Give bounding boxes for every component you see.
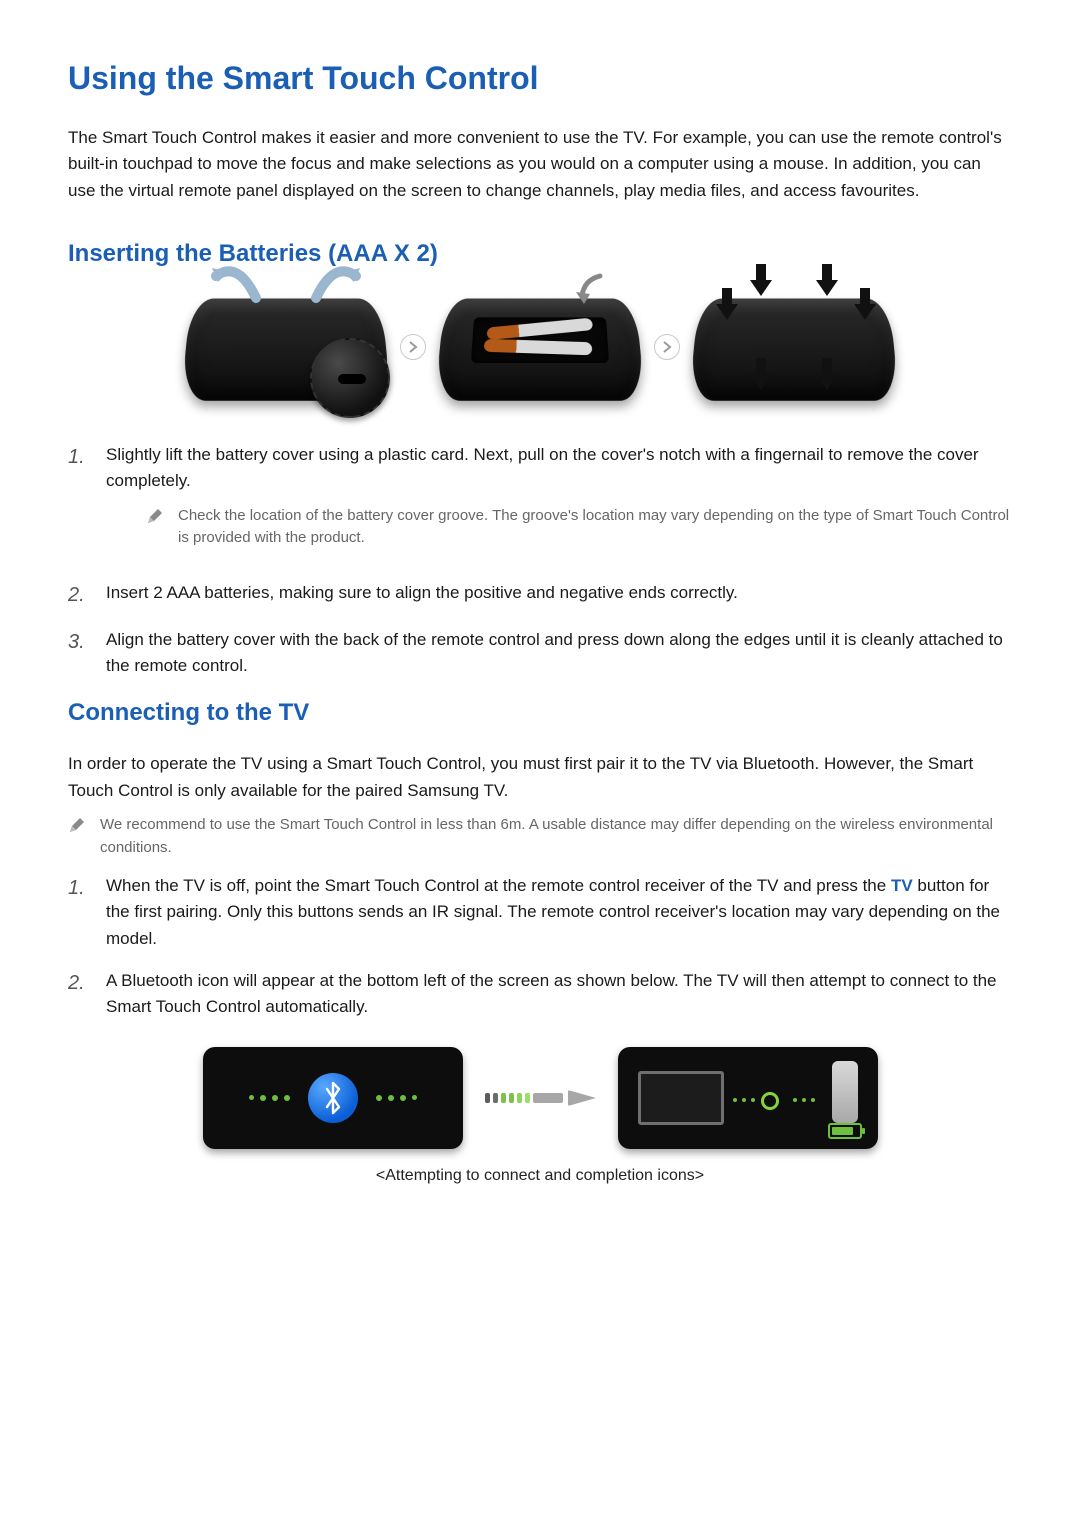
list-item: 3. Align the battery cover with the back… <box>68 627 1012 680</box>
zoom-notch-icon <box>310 338 390 418</box>
press-down-arrow-icon <box>750 356 772 392</box>
list-item: 2. Insert 2 AAA batteries, making sure t… <box>68 580 1012 611</box>
insert-arrow-icon <box>570 270 610 310</box>
figure-press-cover <box>694 292 894 402</box>
lift-arrow-right-icon <box>306 254 366 314</box>
note: We recommend to use the Smart Touch Cont… <box>68 814 1012 859</box>
press-down-arrow-icon <box>716 286 738 322</box>
step-number: 1. <box>68 873 88 952</box>
signal-dots-icon <box>249 1095 290 1101</box>
press-down-arrow-icon <box>816 262 838 298</box>
note: Check the location of the battery cover … <box>146 505 1012 550</box>
note-pencil-icon <box>146 507 164 525</box>
tv-icon <box>638 1071 724 1125</box>
step-number: 2. <box>68 968 88 1021</box>
connecting-steps-list: 1. When the TV is off, point the Smart T… <box>68 873 1012 1021</box>
lift-arrow-left-icon <box>206 254 266 314</box>
figure-caption: <Attempting to connect and completion ic… <box>68 1167 1012 1185</box>
figure-lift-cover <box>186 292 386 402</box>
press-down-arrow-icon <box>750 262 772 298</box>
bluetooth-figure-row <box>68 1047 1012 1149</box>
tv-button-label: TV <box>891 876 913 895</box>
battery-level-icon <box>828 1123 862 1139</box>
step-text-pre: When the TV is off, point the Smart Touc… <box>106 876 891 895</box>
press-down-arrow-icon <box>816 356 838 392</box>
list-item: 1. When the TV is off, point the Smart T… <box>68 873 1012 952</box>
note-pencil-icon <box>68 816 86 834</box>
chevron-separator-icon <box>654 334 680 360</box>
battery-figure-row <box>68 292 1012 402</box>
progress-arrow-icon <box>485 1090 596 1106</box>
signal-dots-icon <box>376 1095 417 1101</box>
pairing-led-icon <box>761 1092 779 1110</box>
page-title: Using the Smart Touch Control <box>68 60 1012 97</box>
chevron-separator-icon <box>400 334 426 360</box>
bluetooth-attempt-panel <box>203 1047 463 1149</box>
note-text: Check the location of the battery cover … <box>178 505 1012 550</box>
remote-icon <box>832 1061 858 1123</box>
list-item: 2. A Bluetooth icon will appear at the b… <box>68 968 1012 1021</box>
battery-steps-list: 1. Slightly lift the battery cover using… <box>68 442 1012 679</box>
section-heading-connecting: Connecting to the TV <box>68 699 1012 727</box>
step-text: Slightly lift the battery cover using a … <box>106 445 979 490</box>
step-text: Align the battery cover with the back of… <box>106 630 1003 675</box>
step-number: 1. <box>68 442 88 564</box>
bluetooth-icon <box>308 1073 358 1123</box>
step-number: 3. <box>68 627 88 680</box>
step-number: 2. <box>68 580 88 611</box>
step-text: Insert 2 AAA batteries, making sure to a… <box>106 583 738 602</box>
figure-insert-batteries <box>440 292 640 402</box>
list-item: 1. Slightly lift the battery cover using… <box>68 442 1012 564</box>
press-down-arrow-icon <box>854 286 876 322</box>
bluetooth-complete-panel <box>618 1047 878 1149</box>
connecting-paragraph: In order to operate the TV using a Smart… <box>68 751 1012 804</box>
intro-paragraph: The Smart Touch Control makes it easier … <box>68 125 1012 204</box>
note-text: We recommend to use the Smart Touch Cont… <box>100 814 1012 859</box>
step-text: A Bluetooth icon will appear at the bott… <box>106 971 997 1016</box>
